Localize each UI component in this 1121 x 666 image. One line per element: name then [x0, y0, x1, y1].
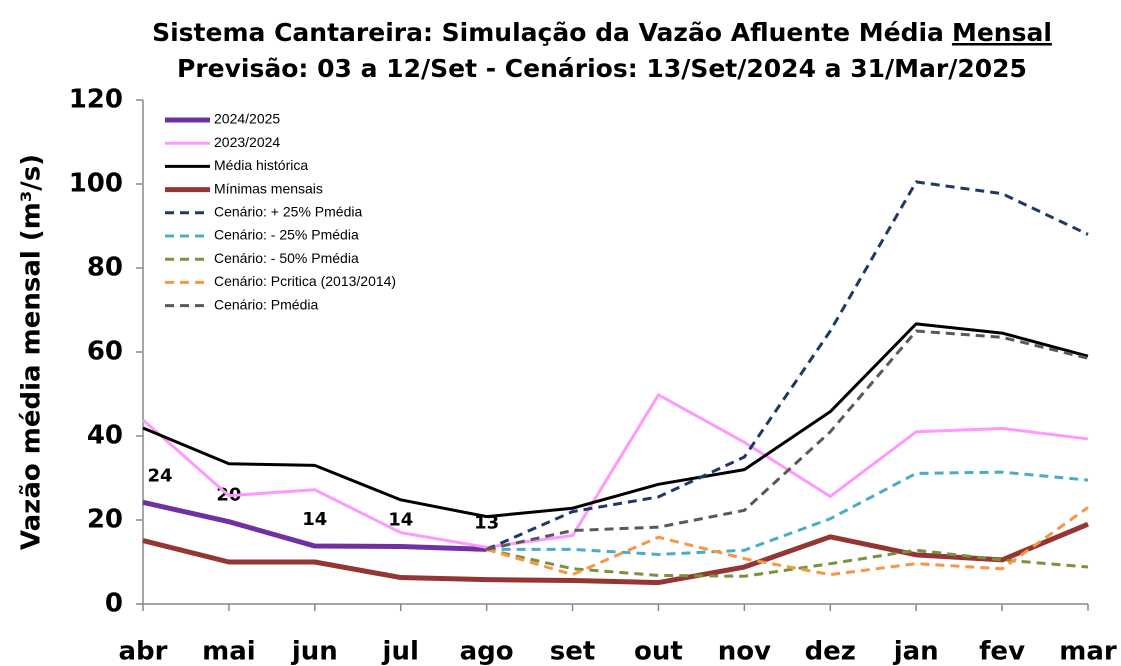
- value-label: 14: [388, 509, 413, 530]
- y-tick-label: 100: [69, 169, 123, 199]
- series-line: [486, 329, 1089, 551]
- legend-label: Cenário: Pmédia: [214, 296, 318, 312]
- series-line: [142, 322, 1089, 519]
- title-part: Mensal: [952, 18, 1052, 47]
- series-line: [486, 180, 1089, 551]
- legend-label: Média histórica: [214, 157, 308, 173]
- y-tick-label: 60: [87, 337, 123, 367]
- legend-label: Cenário: - 50% Pmédia: [214, 250, 359, 266]
- series-line: [486, 547, 1089, 578]
- legend-label: 2023/2024: [214, 134, 280, 150]
- x-tick-label: jul: [382, 637, 419, 666]
- x-tick-label: mai: [202, 637, 256, 666]
- chart-subtitle: Previsão: 03 a 12/Set - Cenários: 13/Set…: [177, 54, 1027, 83]
- series-line: [142, 499, 487, 552]
- x-tick-label: out: [634, 637, 683, 666]
- y-tick-label: 80: [87, 253, 123, 283]
- x-tick-label: dez: [805, 637, 856, 666]
- legend-label: Cenário: Pcritica (2013/2014): [214, 273, 396, 289]
- x-tick-label: jan: [893, 637, 939, 666]
- x-tick-label: fev: [979, 637, 1025, 666]
- x-tick-label: set: [550, 637, 596, 666]
- x-tick-label: nov: [718, 637, 771, 666]
- value-label: 24: [147, 465, 172, 486]
- y-tick-label: 40: [87, 421, 123, 451]
- y-axis-label: Vazão média mensal (m³/s): [17, 154, 47, 550]
- legend-label: Mínimas mensais: [214, 180, 323, 196]
- y-tick-label: 20: [87, 505, 123, 535]
- series-line: [486, 506, 1089, 577]
- title-part: Sistema Cantareira: Simulação da Vazão A…: [152, 18, 944, 47]
- legend-label: Cenário: + 25% Pmédia: [214, 204, 362, 220]
- x-tick-label: ago: [460, 637, 514, 666]
- y-tick-label: 120: [69, 85, 123, 115]
- series-line: [486, 470, 1089, 556]
- value-label: 14: [302, 509, 327, 530]
- legend-label: Cenário: - 25% Pmédia: [214, 227, 359, 243]
- y-tick-label: 0: [105, 589, 123, 619]
- x-tick-label: abr: [119, 637, 168, 666]
- legend-label: 2024/2025: [214, 111, 280, 127]
- x-tick-label: jun: [291, 637, 338, 666]
- series-line: [142, 521, 1089, 586]
- value-label: 13: [474, 512, 499, 533]
- series-line: [142, 393, 1089, 549]
- chart-title: Sistema Cantareira: Simulação da Vazão A…: [152, 18, 1052, 47]
- x-tick-label: mar: [1059, 637, 1117, 666]
